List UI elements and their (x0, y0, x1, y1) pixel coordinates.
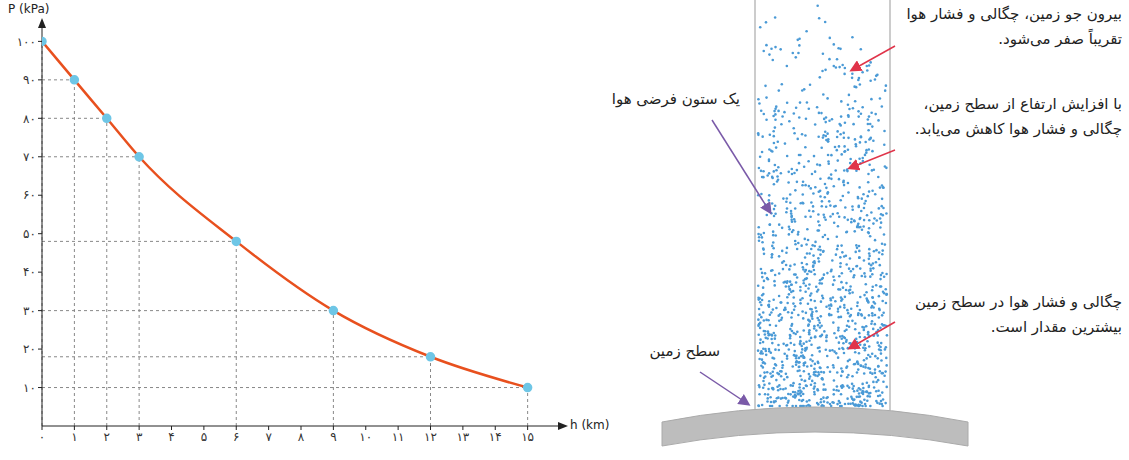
html-text:یک ستون فرضی هوا: یک ستون فرضی هوا (611, 90, 740, 108)
svg-text:۴۰: ۴۰ (23, 265, 36, 279)
svg-text:۶۰: ۶۰ (23, 188, 36, 202)
svg-text:۲۰: ۲۰ (23, 342, 36, 356)
svg-text:۱۵: ۱۵ (521, 430, 534, 444)
html-text:با افزایش ارتفاع از سطح زمین،: با افزایش ارتفاع از سطح زمین، چگالی و فش… (914, 95, 1122, 138)
svg-text:۳: ۳ (136, 430, 143, 444)
svg-text:۱۴: ۱۴ (489, 430, 502, 444)
svg-text:۱۰۰: ۱۰۰ (17, 35, 36, 49)
svg-text:۵۰: ۵۰ (23, 227, 36, 241)
svg-text:۵: ۵ (201, 430, 207, 444)
svg-text:۱۳: ۱۳ (456, 430, 469, 444)
html-text:سطح زمین: سطح زمین (649, 342, 720, 360)
svg-text:۱۲: ۱۲ (424, 430, 437, 444)
svg-text:۶: ۶ (233, 430, 239, 444)
svg-text:۱۰: ۱۰ (359, 430, 372, 444)
svg-text:۹: ۹ (330, 430, 336, 444)
html-text:بیرون جو زمین، چگالی و فشار هو: بیرون جو زمین، چگالی و فشار هوا تقریباً … (906, 5, 1122, 48)
svg-text:۳۰: ۳۰ (23, 304, 36, 318)
svg-text:۲: ۲ (104, 430, 110, 444)
html-text:چگالی و فشار هوا در سطح زمین ب: چگالی و فشار هوا در سطح زمین بیشترین مقد… (915, 293, 1122, 336)
html-text:P (kPa): P (kPa) (8, 2, 50, 16)
svg-text:۴: ۴ (168, 430, 174, 444)
svg-text:۹۰: ۹۰ (23, 73, 36, 87)
svg-text:۸۰: ۸۰ (23, 112, 36, 126)
svg-text:۱: ۱ (71, 430, 77, 444)
svg-text:۸: ۸ (298, 430, 305, 444)
svg-text:۰: ۰ (39, 430, 45, 444)
svg-text:۱۱: ۱۱ (392, 430, 405, 444)
svg-text:۱۰: ۱۰ (23, 381, 36, 395)
svg-text:۷: ۷ (265, 430, 272, 444)
html-text:h (km): h (km) (570, 418, 610, 432)
svg-text:۷۰: ۷۰ (23, 150, 36, 164)
